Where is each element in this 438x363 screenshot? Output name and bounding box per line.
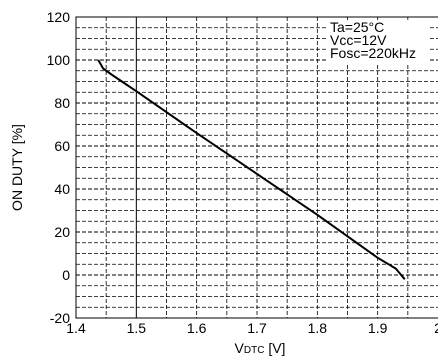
y-tick-label: -20 <box>50 310 70 326</box>
x-tick-label: 1.9 <box>368 320 388 336</box>
x-axis-label: VDTC [V] <box>235 340 286 356</box>
annotation-background <box>328 20 428 64</box>
plot-frame <box>75 16 438 319</box>
x-tick-label: 2 <box>434 320 438 336</box>
series-line <box>97 59 406 280</box>
y-tick-label: 40 <box>54 181 70 197</box>
annotation-fosc: Fosc=220kHz <box>330 45 416 61</box>
grid <box>76 17 438 318</box>
x-tick-label: 1.8 <box>308 320 328 336</box>
annotation-ta: Ta=25°C <box>330 19 384 35</box>
annotation-box: Ta=25°C Vcc=12V Fosc=220kHz <box>328 19 428 64</box>
x-tick-label: 1.6 <box>187 320 207 336</box>
x-tick-label: 1.5 <box>127 320 147 336</box>
y-tick-label: 20 <box>54 224 70 240</box>
tick-labels: 1.4 1.5 1.6 1.7 1.8 1.9 2 -20 0 20 40 60 80 100 120 <box>47 9 438 336</box>
y-tick-label: 60 <box>54 138 70 154</box>
x-tick-label: 1.7 <box>247 320 267 336</box>
annotation-vcc: Vcc=12V <box>330 32 387 48</box>
y-tick-label: 100 <box>47 52 71 68</box>
x-axis-label-main: V <box>235 340 245 356</box>
x-tick-label: 1.4 <box>66 320 86 336</box>
x-axis-label-sub: DTC <box>244 345 265 356</box>
y-tick-label: 0 <box>62 267 70 283</box>
x-axis-label-unit: [V] <box>264 340 285 356</box>
y-tick-label: 80 <box>54 95 70 111</box>
y-tick-label: 120 <box>47 9 71 25</box>
y-axis-label: ON DUTY [%] <box>9 124 25 211</box>
